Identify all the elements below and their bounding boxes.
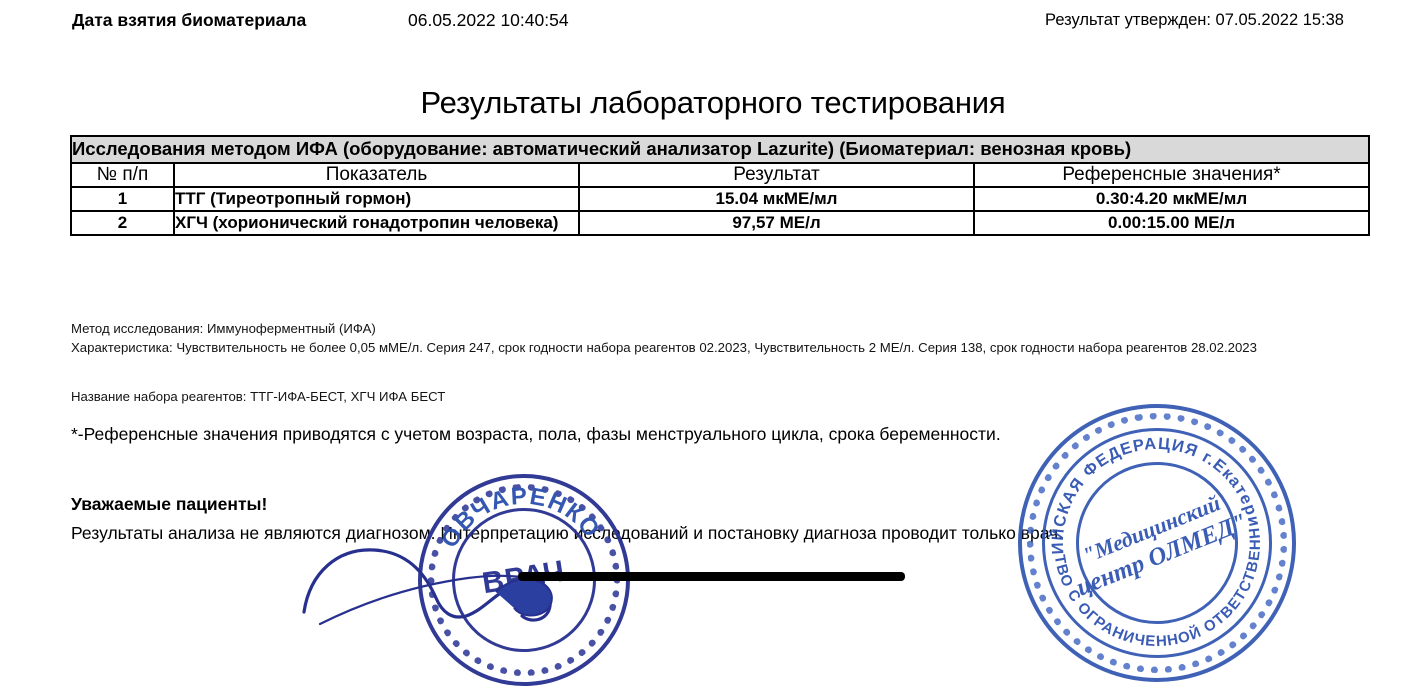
sample-date-label: Дата взятия биоматериала	[72, 10, 307, 30]
row-indicator-name: ТТГ (Тиреотропный гормон)	[173, 185, 580, 212]
row-number: 1	[70, 185, 175, 212]
row-number: 2	[70, 209, 175, 236]
row-reference-range: 0.00:15.00 МЕ/л	[972, 209, 1371, 236]
table-row: 1 ТТГ (Тиреотропный гормон) 15.04 мкМЕ/м…	[70, 185, 1371, 212]
column-header-num: № п/п	[70, 161, 175, 188]
column-header-result: Результат	[578, 161, 975, 188]
characteristic-line: Характеристика: Чувствительность не боле…	[71, 340, 1257, 355]
redaction-bar	[518, 572, 905, 581]
doctor-stamp-role: ВРАЧ	[479, 554, 568, 601]
table-band-row: Исследования методом ИФА (оборудование: …	[69, 135, 1371, 164]
document-header: Дата взятия биоматериала 06.05.2022 10:4…	[0, 10, 1426, 36]
row-reference-range: 0.30:4.20 мкМЕ/мл	[972, 185, 1371, 212]
results-table-container: Исследования методом ИФА (оборудование: …	[69, 135, 1371, 236]
row-result-value: 15.04 мкМЕ/мл	[578, 185, 975, 212]
patients-notice-title: Уважаемые пациенты!	[71, 494, 268, 514]
result-approved-text: Результат утвержден: 07.05.2022 15:38	[1045, 11, 1344, 29]
patients-notice: Уважаемые пациенты! Результаты анализа н…	[71, 494, 1361, 544]
results-table: Исследования методом ИФА (оборудование: …	[69, 135, 1371, 236]
table-header-row: № п/п Показатель Результат Референсные з…	[70, 161, 1371, 188]
reference-values-note: *-Референсные значения приводятся с учет…	[71, 424, 1001, 444]
row-indicator-name: ХГЧ (хорионический гонадотропин человека…	[173, 209, 580, 236]
page-title: Результаты лабораторного тестирования	[420, 84, 1006, 120]
column-header-reference: Референсные значения*	[972, 161, 1371, 188]
method-line: Метод исследования: Иммуноферментный (ИФ…	[71, 321, 376, 336]
row-result-value: 97,57 МЕ/л	[578, 209, 975, 236]
sample-date-value: 06.05.2022 10:40:54	[408, 10, 569, 30]
patients-notice-text: Результаты анализа не являются диагнозом…	[71, 523, 1064, 543]
table-row: 2 ХГЧ (хорионический гонадотропин челове…	[70, 209, 1371, 236]
table-band-title: Исследования методом ИФА (оборудование: …	[69, 135, 1371, 164]
reagent-kits-line: Название набора реагентов: ТТГ-ИФА-БЕСТ,…	[71, 389, 446, 404]
column-header-indicator: Показатель	[173, 161, 580, 188]
